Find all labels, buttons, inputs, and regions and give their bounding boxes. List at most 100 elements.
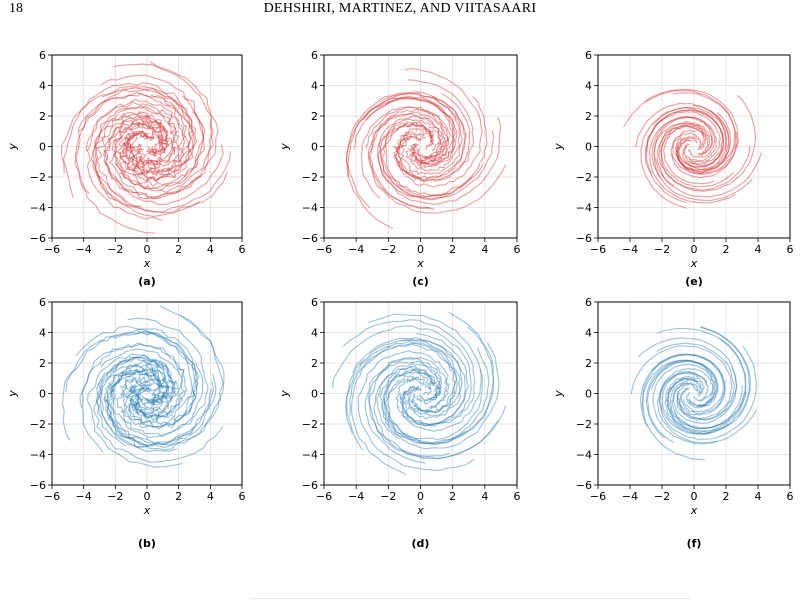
trajectory-line bbox=[367, 108, 449, 210]
y-tick-label: −6 bbox=[302, 232, 318, 245]
x-tick-label: 4 bbox=[481, 243, 488, 256]
x-tick-label: 0 bbox=[691, 243, 698, 256]
trajectory-line bbox=[661, 371, 730, 435]
trajectory-line bbox=[353, 97, 457, 166]
y-axis-label: y bbox=[278, 143, 291, 151]
trajectory-line bbox=[95, 356, 176, 447]
trajectory-line bbox=[123, 94, 192, 181]
y-tick-label: −6 bbox=[30, 479, 46, 492]
trajectory-line bbox=[369, 111, 447, 209]
y-tick-label: 2 bbox=[39, 110, 46, 123]
trajectory-line bbox=[646, 360, 717, 443]
trajectory-line bbox=[74, 92, 190, 194]
trajectory-line bbox=[103, 114, 201, 200]
x-tick-label: −4 bbox=[348, 243, 364, 256]
trajectory-line bbox=[400, 333, 470, 426]
trajectory-line bbox=[381, 121, 484, 198]
y-tick-label: −4 bbox=[576, 449, 592, 462]
trajectory-line bbox=[61, 330, 193, 441]
x-tick-label: 6 bbox=[787, 490, 794, 503]
trajectory-line bbox=[379, 366, 468, 446]
trajectory-line bbox=[112, 63, 214, 194]
trajectories bbox=[623, 88, 762, 209]
trajectory-line bbox=[384, 326, 495, 445]
x-axis-label: x bbox=[690, 504, 698, 517]
y-tick-label: −6 bbox=[576, 479, 592, 492]
panel-caption: (c) bbox=[412, 275, 429, 288]
x-tick-label: −2 bbox=[654, 490, 670, 503]
trajectory-line bbox=[103, 120, 224, 205]
y-tick-label: 0 bbox=[311, 388, 318, 401]
trajectories bbox=[61, 305, 225, 468]
y-tick-label: 2 bbox=[39, 357, 46, 370]
x-axis-label: x bbox=[143, 504, 151, 517]
y-tick-label: −2 bbox=[302, 171, 318, 184]
trajectory-line bbox=[364, 357, 443, 464]
trajectory-line bbox=[671, 104, 730, 174]
trajectory-line bbox=[651, 116, 716, 178]
trajectory-line bbox=[658, 121, 751, 191]
trajectory-line bbox=[648, 116, 736, 204]
trajectory-line bbox=[113, 111, 204, 190]
trajectory-line bbox=[660, 94, 756, 192]
trajectories bbox=[60, 61, 232, 234]
panel-f: −6 −4 −2 0 2 4 6 −6 −4 −2 0 2 4 6 x y (f) bbox=[552, 296, 794, 550]
y-tick-label: 6 bbox=[585, 49, 592, 62]
trajectory-line bbox=[640, 107, 724, 209]
x-axis-label: x bbox=[143, 257, 151, 270]
x-tick-label: 0 bbox=[417, 243, 424, 256]
trajectory-line bbox=[656, 327, 747, 430]
x-tick-label: −4 bbox=[348, 490, 364, 503]
trajectory-line bbox=[640, 354, 724, 427]
trajectory-line bbox=[368, 360, 500, 460]
y-tick-label: 2 bbox=[311, 110, 318, 123]
y-tick-label: −6 bbox=[30, 232, 46, 245]
x-tick-label: −2 bbox=[654, 243, 670, 256]
panel-b: −6 −4 −2 0 2 4 6 −6 −4 −2 0 2 4 6 x y (b) bbox=[6, 296, 246, 550]
y-tick-label: 0 bbox=[585, 388, 592, 401]
trajectory-line bbox=[368, 313, 482, 432]
trajectory-line bbox=[656, 124, 762, 198]
y-tick-label: 4 bbox=[39, 80, 46, 93]
x-tick-label: −2 bbox=[380, 243, 396, 256]
x-tick-label: −6 bbox=[316, 490, 332, 503]
trajectory-line bbox=[345, 92, 461, 178]
trajectory-line bbox=[656, 342, 735, 421]
trajectory-line bbox=[110, 361, 204, 438]
cut-off-text-line bbox=[0, 592, 800, 608]
x-tick-label: −6 bbox=[44, 243, 60, 256]
y-tick-label: −4 bbox=[302, 202, 318, 215]
y-tick-label: −4 bbox=[302, 449, 318, 462]
trajectory-line bbox=[623, 90, 736, 171]
trajectory-line bbox=[379, 91, 467, 179]
trajectory-line bbox=[62, 87, 193, 198]
trajectory-line bbox=[93, 356, 224, 463]
panel-e: −6 −4 −2 0 2 4 6 −6 −4 −2 0 2 4 6 x y (e) bbox=[552, 49, 794, 288]
y-tick-label: 4 bbox=[39, 327, 46, 340]
y-tick-label: −4 bbox=[576, 202, 592, 215]
trajectory-line bbox=[644, 111, 721, 204]
trajectory-line bbox=[666, 377, 747, 432]
trajectory-line bbox=[113, 331, 198, 430]
trajectory-line bbox=[365, 97, 458, 169]
trajectory-line bbox=[81, 343, 186, 418]
y-tick-label: −4 bbox=[30, 449, 46, 462]
trajectories bbox=[332, 311, 507, 475]
trajectory-line bbox=[357, 350, 475, 472]
x-tick-label: −4 bbox=[76, 490, 92, 503]
trajectory-line bbox=[652, 363, 717, 445]
trajectory-line bbox=[373, 365, 507, 459]
trajectories bbox=[630, 326, 757, 461]
x-tick-label: −2 bbox=[107, 243, 123, 256]
panel-caption: (b) bbox=[138, 537, 156, 550]
trajectory-line bbox=[379, 121, 495, 200]
x-axis-label: x bbox=[416, 504, 424, 517]
x-tick-label: 6 bbox=[239, 243, 246, 256]
trajectory-line bbox=[383, 347, 490, 444]
trajectory-line bbox=[74, 92, 186, 234]
y-tick-label: 4 bbox=[585, 327, 592, 340]
trajectory-line bbox=[641, 359, 714, 461]
y-tick-label: −4 bbox=[30, 202, 46, 215]
trajectory-line bbox=[75, 325, 200, 428]
